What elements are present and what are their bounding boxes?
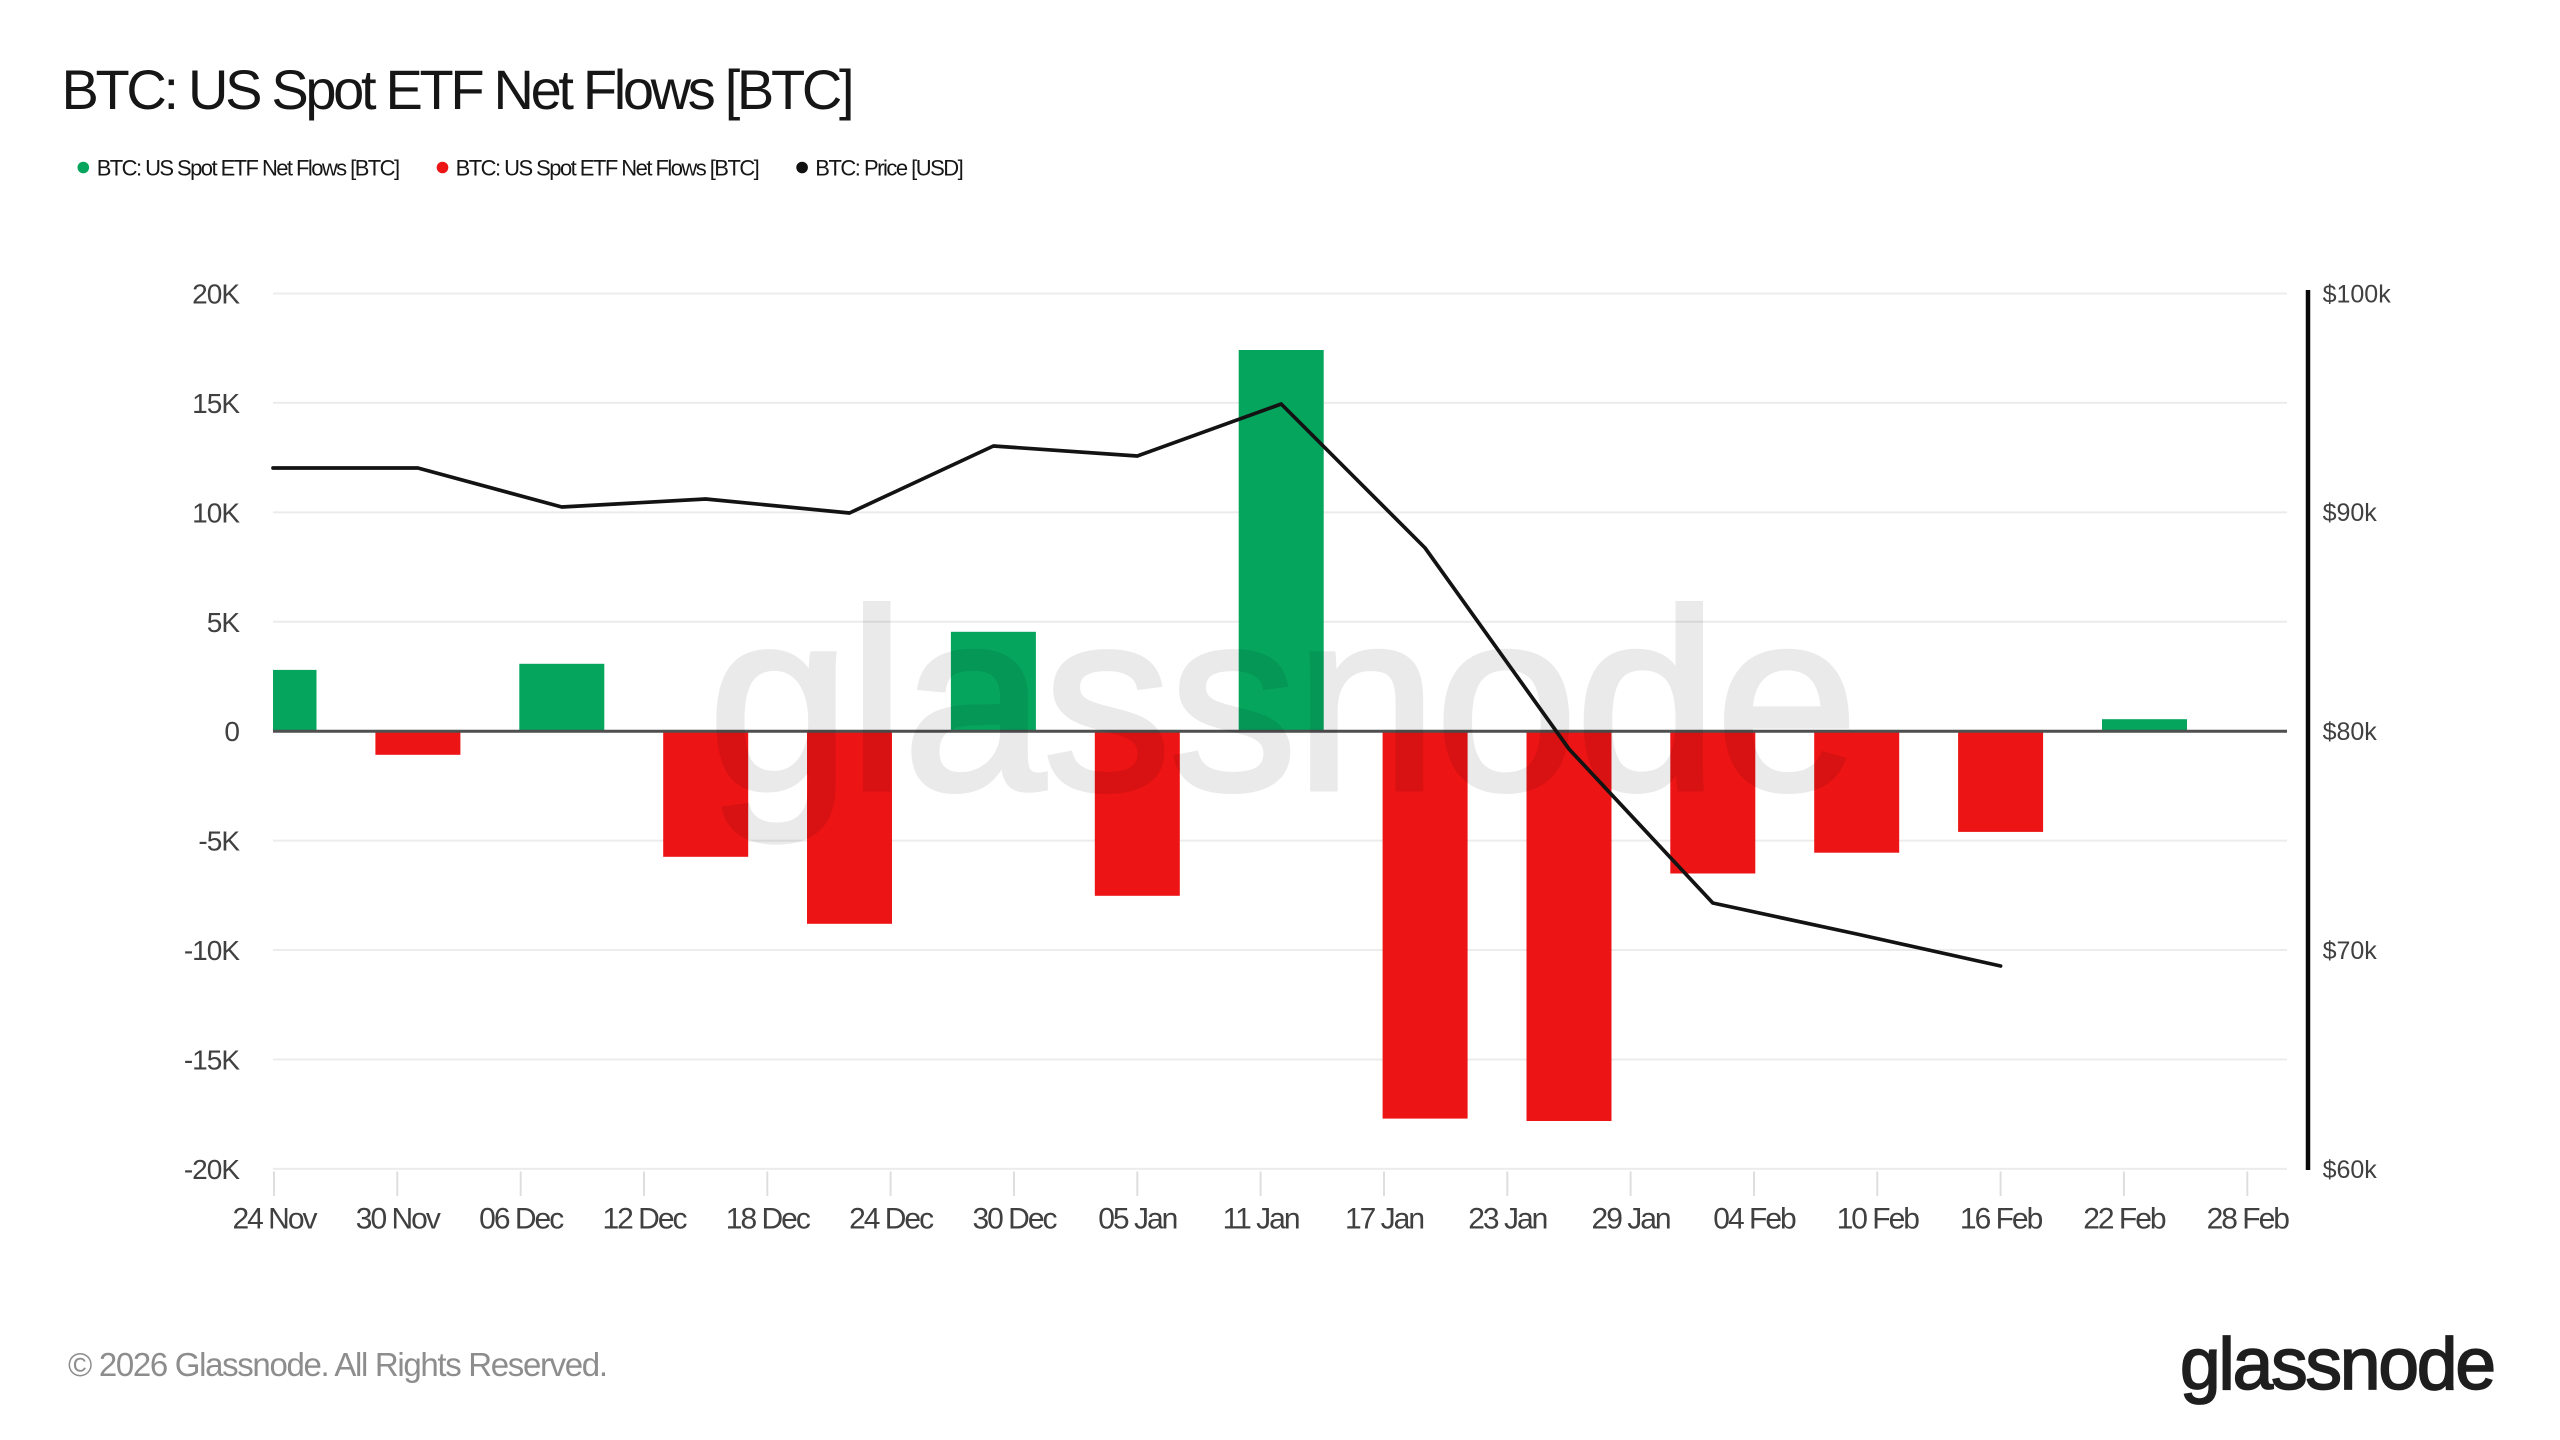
svg-text:12 Dec: 12 Dec: [602, 1203, 687, 1236]
svg-text:$100k: $100k: [2323, 280, 2392, 308]
svg-text:23 Jan: 23 Jan: [1468, 1203, 1546, 1236]
svg-text:24 Nov: 24 Nov: [232, 1203, 317, 1236]
svg-text:22 Feb: 22 Feb: [2083, 1203, 2166, 1236]
svg-text:BTC: US Spot ETF Net Flows [BT: BTC: US Spot ETF Net Flows [BTC]: [456, 155, 760, 180]
svg-text:04 Feb: 04 Feb: [1713, 1203, 1796, 1236]
svg-text:29 Jan: 29 Jan: [1592, 1203, 1670, 1236]
svg-text:BTC: Price [USD]: BTC: Price [USD]: [815, 155, 964, 180]
svg-text:BTC: US Spot ETF Net Flows [BT: BTC: US Spot ETF Net Flows [BTC]: [62, 58, 855, 121]
svg-text:15K: 15K: [192, 388, 240, 419]
svg-text:11 Jan: 11 Jan: [1223, 1203, 1299, 1236]
svg-text:-10K: -10K: [184, 935, 240, 966]
svg-text:30 Nov: 30 Nov: [356, 1203, 441, 1236]
svg-text:28 Feb: 28 Feb: [2207, 1203, 2290, 1236]
svg-text:-15K: -15K: [184, 1045, 240, 1076]
svg-text:30 Dec: 30 Dec: [972, 1203, 1057, 1236]
svg-text:20K: 20K: [192, 279, 240, 310]
svg-text:0: 0: [224, 716, 239, 747]
svg-text:$90k: $90k: [2323, 499, 2378, 527]
svg-text:$70k: $70k: [2323, 937, 2378, 965]
svg-text:5K: 5K: [207, 607, 241, 638]
svg-text:17 Jan: 17 Jan: [1345, 1203, 1423, 1236]
svg-text:glassnode: glassnode: [2180, 1324, 2496, 1405]
svg-text:$80k: $80k: [2323, 718, 2378, 746]
svg-text:05 Jan: 05 Jan: [1098, 1203, 1176, 1236]
svg-text:10 Feb: 10 Feb: [1837, 1203, 1920, 1236]
svg-text:24 Dec: 24 Dec: [849, 1203, 934, 1236]
svg-text:glassnode: glassnode: [708, 558, 1858, 844]
svg-text:16 Feb: 16 Feb: [1960, 1203, 2043, 1236]
svg-text:18 Dec: 18 Dec: [726, 1203, 811, 1236]
svg-text:BTC: US Spot ETF Net Flows [BT: BTC: US Spot ETF Net Flows [BTC]: [97, 155, 400, 180]
svg-text:$60k: $60k: [2323, 1156, 2378, 1184]
svg-text:10K: 10K: [192, 497, 240, 528]
svg-text:06 Dec: 06 Dec: [479, 1203, 564, 1236]
svg-text:© 2026 Glassnode. All Rights R: © 2026 Glassnode. All Rights Reserved.: [68, 1346, 608, 1383]
svg-text:-5K: -5K: [198, 826, 240, 857]
svg-text:-20K: -20K: [184, 1154, 240, 1185]
